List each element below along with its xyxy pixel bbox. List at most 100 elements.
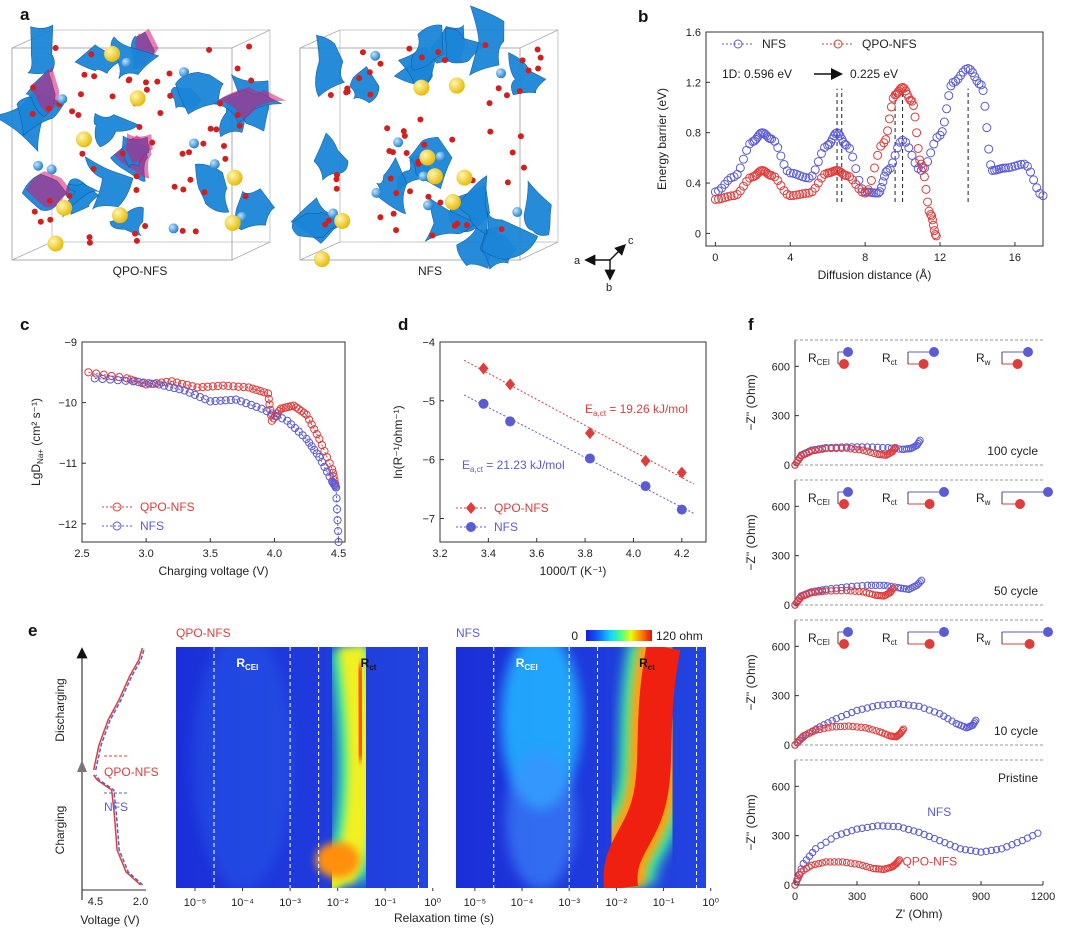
chart-e-drt-heatmaps: Discharging Charging 4.5 2.0 Voltage (V) QPO-… bbox=[53, 626, 720, 927]
isosurface-blob bbox=[444, 27, 490, 64]
data-point-nfs bbox=[977, 848, 985, 856]
data-point-nfs bbox=[333, 526, 343, 536]
data-point-nfs bbox=[982, 123, 992, 133]
oxygen-atom bbox=[142, 222, 149, 229]
isosurface-blob-inner bbox=[26, 171, 71, 208]
data-point-qpo-nfs bbox=[838, 858, 847, 866]
oxygen-atom bbox=[504, 179, 511, 186]
sodium-atom bbox=[75, 131, 92, 148]
plot-frame bbox=[81, 341, 346, 543]
fe-atom bbox=[168, 223, 179, 234]
data-point-nfs bbox=[332, 494, 341, 503]
region-label-ct: Rct bbox=[361, 656, 377, 672]
isosurface-blob bbox=[84, 156, 134, 210]
data-point-nfs bbox=[871, 581, 880, 589]
oxygen-atom bbox=[125, 77, 132, 84]
data-point-nfs bbox=[893, 143, 903, 153]
data-point-nfs bbox=[1001, 163, 1011, 173]
data-point-nfs bbox=[1038, 191, 1048, 201]
x-tick-label: 3.8 bbox=[577, 548, 592, 560]
data-point-qpo-nfs bbox=[822, 858, 830, 866]
y-tick-label: 0 bbox=[695, 228, 701, 240]
data-point-qpo-nfs bbox=[759, 166, 769, 176]
data-point-qpo-nfs bbox=[851, 587, 859, 595]
data-point-nfs bbox=[910, 702, 918, 710]
data-point-qpo-nfs bbox=[928, 215, 938, 225]
data-point-qpo-nfs bbox=[868, 726, 877, 734]
oxygen-atom bbox=[75, 112, 82, 119]
barrier-annotation-from: 1D: 0.596 eV bbox=[722, 67, 792, 81]
oxygen-atom bbox=[132, 230, 139, 237]
oxygen-atom bbox=[142, 79, 149, 86]
data-point-nfs bbox=[937, 127, 947, 137]
data-point-qpo-nfs bbox=[735, 186, 745, 196]
data-point-nfs bbox=[1034, 829, 1042, 837]
heatmap-body bbox=[456, 647, 706, 888]
oxygen-atom bbox=[387, 175, 394, 182]
data-point-nfs bbox=[1029, 175, 1039, 185]
cei-glow-lower bbox=[505, 750, 576, 888]
cycle-label: 50 cycle bbox=[994, 584, 1038, 598]
data-point-nfs bbox=[149, 379, 158, 388]
x-tick-label: 16 bbox=[1009, 252, 1021, 264]
circuit-label: RCEI bbox=[808, 351, 830, 367]
y-tick-label: −4 bbox=[422, 337, 435, 349]
oxygen-atom bbox=[206, 46, 213, 53]
data-point-nfs bbox=[236, 397, 246, 406]
oxygen-atom bbox=[200, 140, 207, 147]
oxygen-atom bbox=[393, 190, 400, 197]
oxygen-atom bbox=[213, 126, 220, 133]
data-point-qpo-nfs bbox=[299, 408, 309, 418]
data-point-qpo-nfs bbox=[239, 382, 248, 392]
oxygen-atom bbox=[248, 77, 255, 84]
oxygen-atom bbox=[207, 125, 214, 132]
region-label-cei: RCEI bbox=[516, 656, 538, 672]
data-point-qpo-nfs bbox=[915, 155, 925, 165]
y-axis-label: −Z'' (Ohm) bbox=[744, 654, 758, 710]
data-point-nfs bbox=[930, 708, 939, 716]
x-tick-label: 10⁻⁴ bbox=[511, 897, 534, 909]
data-point-nfs bbox=[925, 706, 934, 714]
circuit-node-nfs bbox=[939, 627, 949, 637]
oxygen-atom bbox=[534, 46, 541, 53]
y-tick-label: 0 bbox=[784, 460, 790, 472]
data-point-nfs bbox=[946, 841, 954, 849]
data-point-nfs bbox=[90, 374, 99, 383]
data-point-qpo-nfs bbox=[640, 454, 651, 467]
data-point-nfs bbox=[894, 822, 903, 831]
data-point-qpo-nfs bbox=[822, 587, 830, 595]
circuit-label: Rct bbox=[882, 491, 898, 507]
data-point-nfs bbox=[915, 828, 923, 837]
oxygen-atom bbox=[537, 54, 544, 61]
chart-d-arrhenius: 3.2 3.4 3.6 3.8 4.0 4.2 −4 −5 −6 −7 1000/T (K⁻¹) ln… bbox=[391, 337, 707, 578]
data-point-qpo-nfs bbox=[304, 415, 314, 424]
plot-frame bbox=[439, 341, 707, 543]
oxygen-atom bbox=[234, 65, 241, 72]
data-point-nfs bbox=[333, 516, 342, 525]
data-point-qpo-nfs bbox=[723, 192, 733, 202]
data-point-nfs bbox=[1008, 841, 1016, 849]
data-point-nfs bbox=[1032, 183, 1042, 193]
oxygen-atom bbox=[359, 49, 366, 56]
oxygen-atom bbox=[187, 176, 194, 183]
data-point-qpo-nfs bbox=[855, 446, 863, 454]
oxygen-atom bbox=[242, 193, 249, 200]
data-point-qpo-nfs bbox=[894, 857, 903, 865]
oxygen-atom bbox=[487, 128, 494, 135]
oxygen-atom bbox=[325, 217, 332, 224]
data-point-qpo-nfs bbox=[837, 168, 847, 178]
isosurface-blob-inner bbox=[217, 87, 286, 120]
legend-label: NFS bbox=[140, 519, 164, 533]
heatmap-title: NFS bbox=[456, 626, 480, 640]
oxygen-atom bbox=[425, 193, 432, 200]
oxygen-atom bbox=[384, 125, 391, 132]
circuit-label: RCEI bbox=[808, 631, 830, 647]
oxygen-atom bbox=[333, 176, 340, 183]
circuit-node-qpo bbox=[918, 359, 929, 369]
legend-label: NFS bbox=[762, 37, 786, 51]
mid-arrow bbox=[77, 760, 87, 772]
data-point-nfs bbox=[325, 472, 334, 481]
data-point-qpo-nfs bbox=[260, 388, 269, 397]
charging-label: Charging bbox=[53, 806, 67, 855]
data-point-nfs bbox=[144, 379, 153, 388]
